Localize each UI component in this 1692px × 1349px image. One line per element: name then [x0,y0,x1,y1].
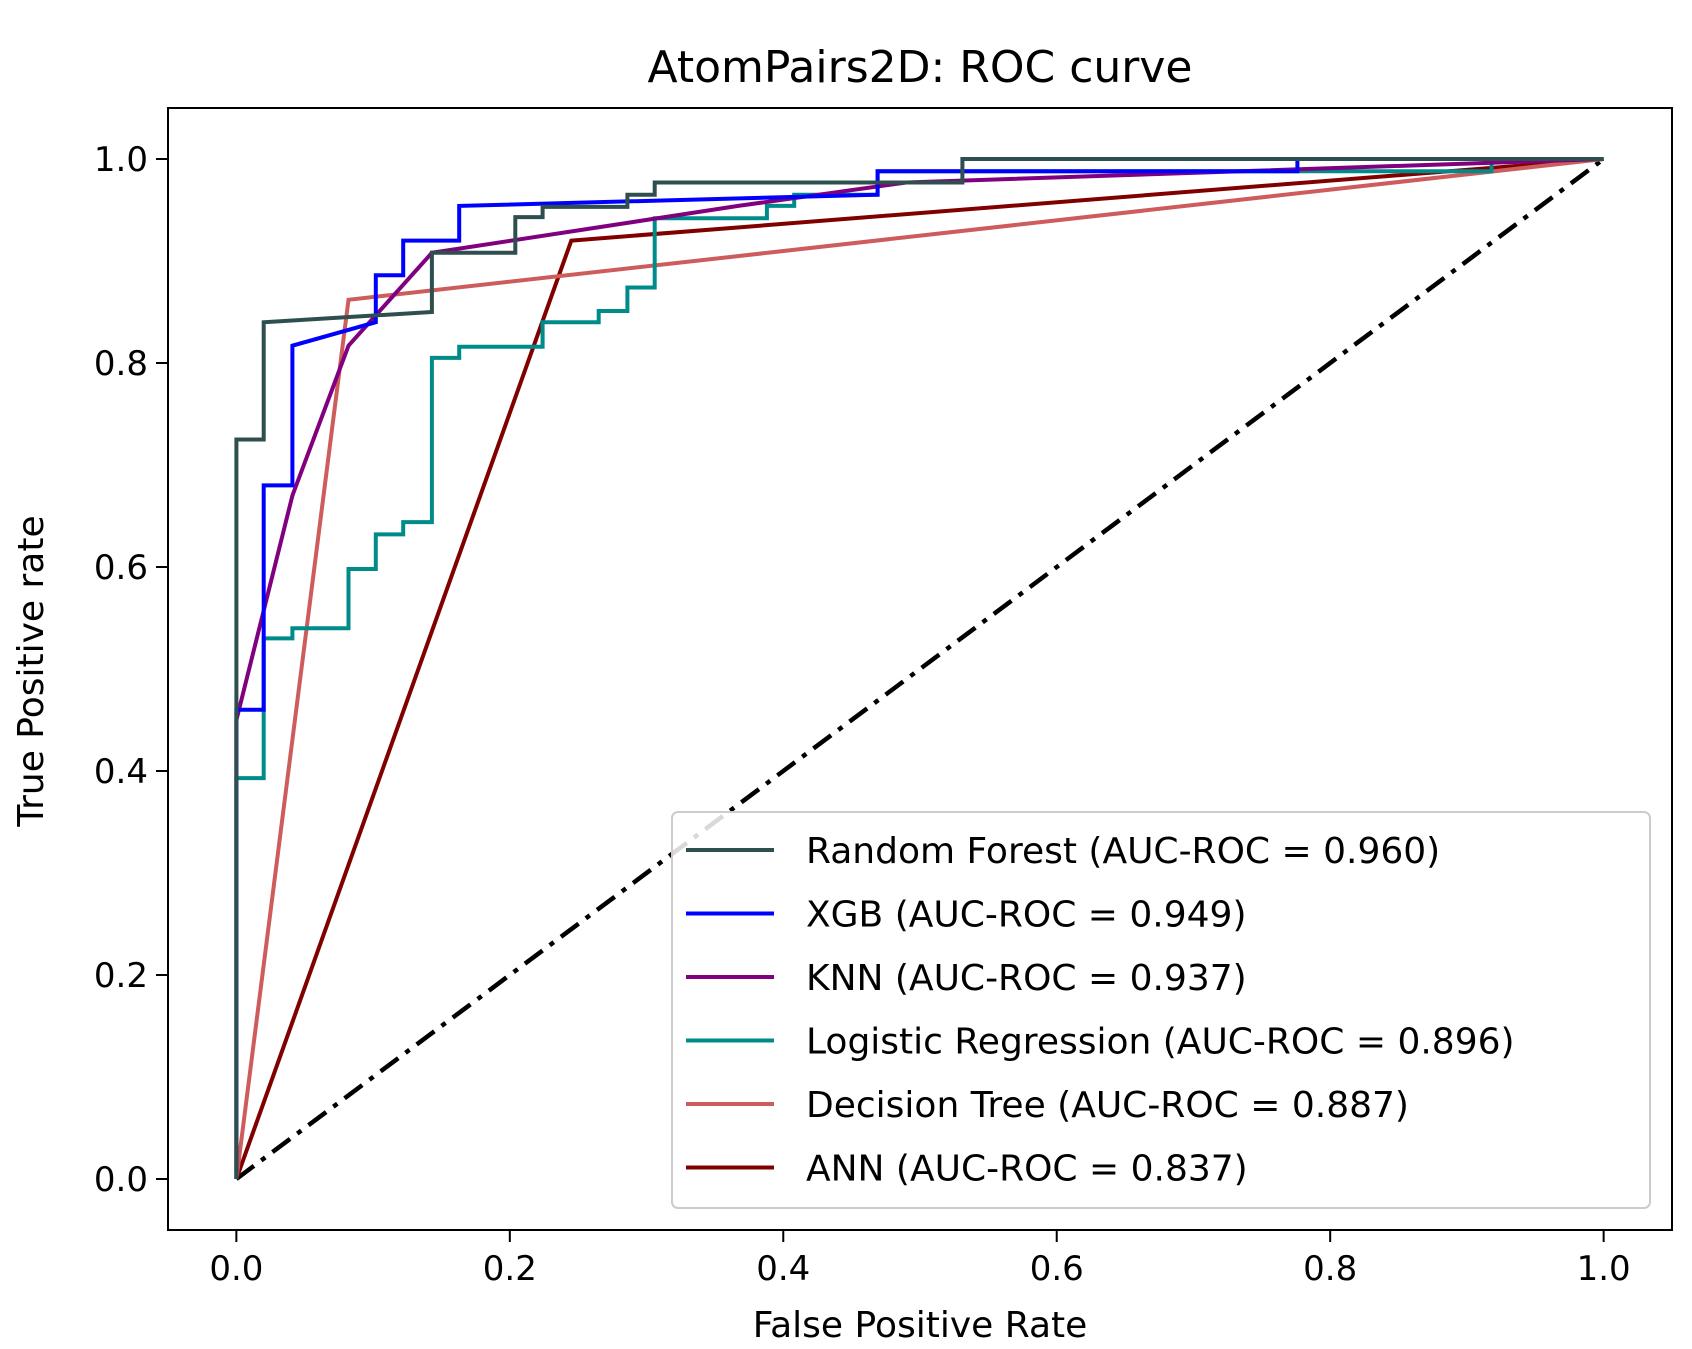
series-lines [234,157,1605,1181]
plot-frame [167,107,1673,1231]
series-line-4 [234,157,1604,1180]
legend: Random Forest (AUC-ROC = 0.960) XGB (AUC-… [671,811,1651,1209]
plot-area [167,107,1673,1231]
series-line-0 [234,157,1604,1179]
y-axis-label: True Positive rate [11,515,52,827]
y-tick-label-1: 0.2 [94,956,148,996]
legend-label-0: Random Forest (AUC-ROC = 0.960) [806,831,1440,872]
x-axis: 0.0 0.2 0.4 0.6 0.8 1.0 [209,1230,1631,1289]
legend-label-3: Logistic Regression (AUC-ROC = 0.896) [806,1022,1515,1063]
y-tick-label-0: 0.0 [94,1160,148,1200]
legend-label-4: Decision Tree (AUC-ROC = 0.887) [806,1085,1409,1126]
y-tick-label-5: 1.0 [94,140,148,180]
y-tick-label-3: 0.6 [94,548,148,588]
x-tick-label-4: 0.8 [1303,1249,1357,1289]
x-axis-label: False Positive Rate [753,1305,1088,1346]
y-tick-label-2: 0.4 [94,752,148,792]
x-tick-label-5: 1.0 [1577,1249,1631,1289]
legend-label-2: KNN (AUC-ROC = 0.937) [806,958,1247,999]
legend-label-1: XGB (AUC-ROC = 0.949) [806,895,1247,936]
legend-box [671,811,1651,1209]
x-tick-label-0: 0.0 [209,1249,263,1289]
x-tick-label-3: 0.6 [1030,1249,1084,1289]
y-tick-label-4: 0.8 [94,344,148,384]
y-axis: 0.0 0.2 0.4 0.6 0.8 1.0 [94,140,168,1200]
chance-diagonal-line [235,157,1605,1181]
x-tick-label-2: 0.4 [756,1249,810,1289]
x-tick-label-1: 0.2 [483,1249,537,1289]
series-line-1 [234,157,1604,1179]
series-line-5 [234,157,1604,1180]
legend-label-5: ANN (AUC-ROC = 0.837) [806,1149,1248,1190]
chart-title: AtomPairs2D: ROC curve [648,42,1193,93]
